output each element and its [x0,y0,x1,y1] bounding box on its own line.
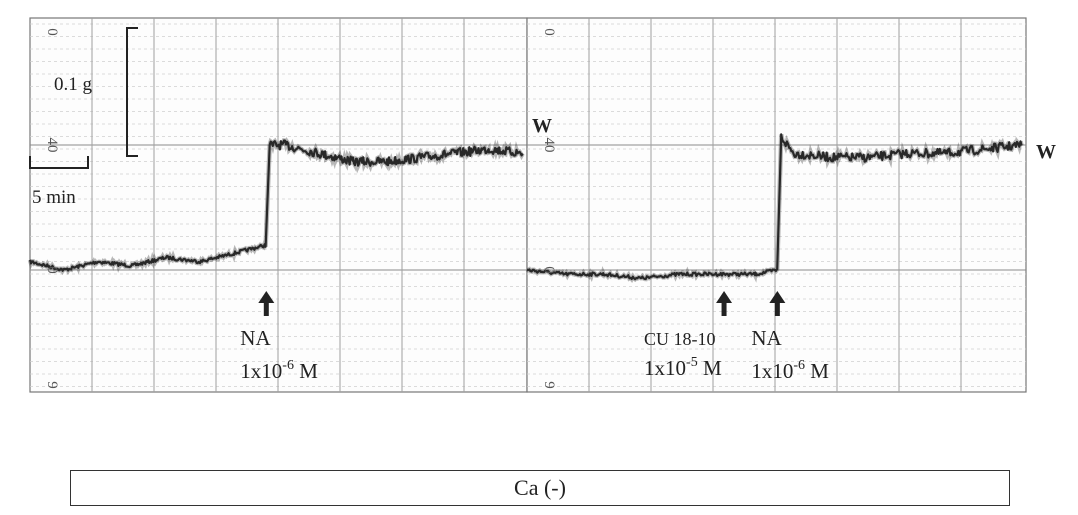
arrow-icon [258,291,275,303]
conc-unit: M [805,359,829,383]
event-marker: NA 1x10-6 M [751,291,829,383]
event-label: NA [751,326,782,350]
event-marker: NA 1x10-6 M [240,291,318,383]
vertical-scale-label: 0.1 g [54,74,93,95]
arrow-icon [769,291,786,303]
paper-tick-label: 9 [541,381,557,389]
event-label: CU 18-10 [644,329,716,349]
trace-band-left [27,136,525,276]
arrow-icon [263,300,269,316]
conc-unit: M [294,359,318,383]
paper-tick-label: 40 [44,138,60,153]
arrow-icon [721,300,727,316]
paper-tick-label: 40 [541,138,557,153]
washout-label: W [532,115,552,137]
vertical-scale-bar [126,27,138,157]
conc-base: 1x10 [644,356,686,380]
chart-paper [29,17,1027,393]
event-label: NA [240,326,271,350]
conc-exponent: -5 [686,355,698,370]
condition-box: Ca (-) [70,470,1010,506]
event-concentration: 1x10-5 M [644,355,722,380]
arrow-icon [774,300,780,316]
horizontal-scale-label: 5 min [32,187,76,208]
condition-label: Ca (-) [514,475,566,500]
paper-tick-label: 0 [44,28,60,36]
paper-tick-label: 9 [44,381,60,389]
event-concentration: 1x10-6 M [751,358,829,383]
trace-left [28,139,524,272]
paper-tick-label: 0 [44,266,60,274]
arrow-icon [716,291,733,303]
event-concentration: 1x10-6 M [240,358,318,383]
conc-unit: M [698,356,722,380]
conc-base: 1x10 [240,359,282,383]
traces [27,133,1024,284]
washout-label: W [1036,141,1056,163]
horizontal-scale-bar [29,156,89,169]
paper-tick-label: 0 [541,266,557,274]
event-marker: CU 18-10 1x10-5 M [644,291,733,380]
paper-panel-right [526,17,1027,393]
scale-bars: 0.1 g 5 min [29,27,138,208]
conc-base: 1x10 [751,359,793,383]
paper-tick-label: 0 [541,28,557,36]
trace-band-right [526,133,1024,284]
conc-exponent: -6 [282,358,294,373]
conc-exponent: -6 [793,358,805,373]
trace-right [526,133,1023,281]
